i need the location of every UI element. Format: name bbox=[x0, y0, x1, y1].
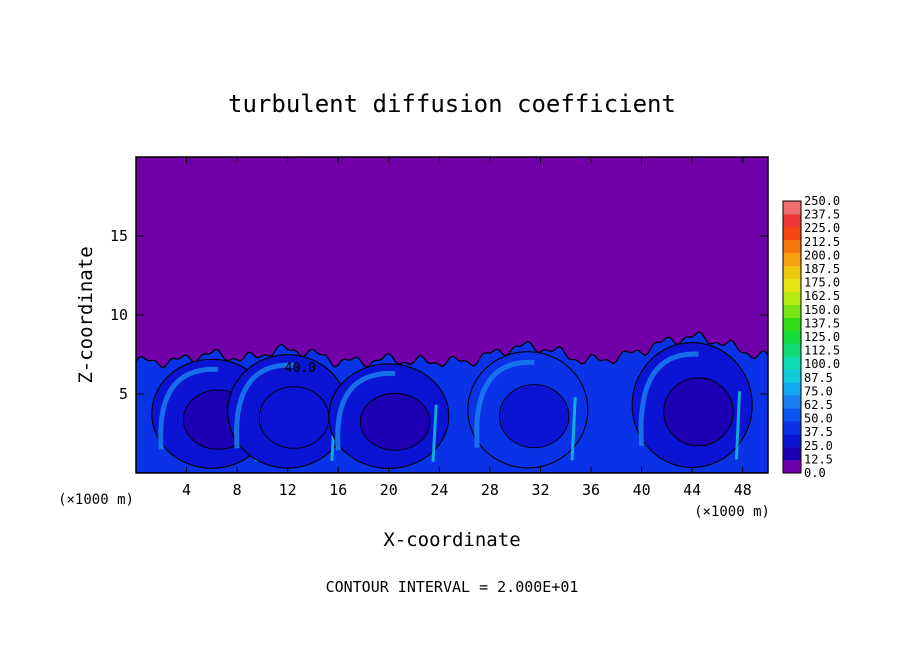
x-tick-label: 48 bbox=[734, 481, 752, 499]
colorbar-label: 187.5 bbox=[804, 262, 840, 276]
y-tick-label: 5 bbox=[119, 385, 128, 403]
x-tick-label: 12 bbox=[279, 481, 297, 499]
x-tick-label: 8 bbox=[233, 481, 242, 499]
eddy-swirl bbox=[158, 366, 219, 450]
colorbar-segment bbox=[783, 291, 801, 305]
colorbar-segment bbox=[783, 356, 801, 370]
eddy-swirl bbox=[638, 351, 699, 446]
eddy-inner bbox=[258, 386, 330, 449]
eddy-swirl bbox=[474, 359, 535, 448]
x-tick-label: 24 bbox=[430, 481, 448, 499]
y-axis-label: Z-coordinate bbox=[75, 246, 97, 383]
x-tick-label: 16 bbox=[329, 481, 347, 499]
colorbar-label: 112.5 bbox=[804, 344, 840, 358]
y-tick-label: 10 bbox=[110, 306, 128, 324]
colorbar-segment bbox=[783, 239, 801, 254]
colorbar-segment bbox=[783, 369, 801, 383]
colorbar-label: 237.5 bbox=[804, 208, 840, 222]
x-tick-label: 36 bbox=[582, 481, 600, 499]
colorbar-segment bbox=[783, 408, 801, 422]
colorbar-segment bbox=[783, 460, 801, 474]
x-tick-label: 40 bbox=[633, 481, 651, 499]
colorbar-label: 150.0 bbox=[804, 303, 840, 317]
x-axis-label: X-coordinate bbox=[383, 529, 520, 551]
colorbar-segment bbox=[783, 447, 801, 461]
colorbar-segment bbox=[783, 330, 801, 344]
colorbar-segment bbox=[783, 395, 801, 409]
colorbar-segment bbox=[783, 317, 801, 331]
colorbar: 0.012.525.037.550.062.575.087.5100.0112.… bbox=[782, 194, 840, 480]
colorbar-segment bbox=[783, 201, 801, 215]
colorbar-segment bbox=[783, 278, 801, 292]
x-unit-label-left: (×1000 m) bbox=[58, 492, 134, 508]
x-tick-label: 44 bbox=[683, 481, 701, 499]
colorbar-segment bbox=[783, 421, 801, 435]
eddy-cell-3 bbox=[328, 363, 450, 469]
colorbar-label: 125.0 bbox=[804, 330, 840, 344]
colorbar-label: 250.0 bbox=[804, 194, 840, 208]
colorbar-segment bbox=[783, 434, 801, 448]
colorbar-label: 175.0 bbox=[804, 276, 840, 290]
colorbar-label: 25.0 bbox=[804, 439, 833, 453]
x-unit-label-right: (×1000 m) bbox=[694, 504, 770, 520]
colorbar-segment bbox=[783, 252, 801, 267]
colorbar-label: 37.5 bbox=[804, 425, 833, 439]
x-axis-ticks: 4 8 12 16 20 24 28 32 36 40 44 48 bbox=[182, 157, 752, 499]
eddy-inner bbox=[359, 392, 431, 451]
eddy-swirl bbox=[234, 362, 295, 449]
colorbar-segment bbox=[783, 226, 801, 241]
colorbar-label: 12.5 bbox=[804, 452, 833, 466]
y-axis-ticks: 5 10 15 bbox=[110, 227, 768, 403]
plot-area: 40.0 bbox=[136, 157, 768, 473]
eddy-cell-2 bbox=[227, 354, 349, 469]
colorbar-label: 212.5 bbox=[804, 235, 840, 249]
y-tick-label: 15 bbox=[110, 227, 128, 245]
eddy-updraft bbox=[734, 391, 742, 460]
colorbar-label: 62.5 bbox=[804, 398, 833, 412]
colorbar-label: 225.0 bbox=[804, 221, 840, 235]
eddy-cell-5 bbox=[631, 342, 753, 469]
colorbar-segment bbox=[783, 382, 801, 396]
eddy-swirl bbox=[335, 370, 396, 451]
colorbar-frame bbox=[782, 200, 802, 474]
colorbar-segment bbox=[783, 213, 801, 228]
chart-title: turbulent diffusion coefficient bbox=[228, 90, 676, 118]
x-tick-label: 4 bbox=[182, 481, 191, 499]
colorbar-label: 50.0 bbox=[804, 412, 833, 426]
colorbar-segment bbox=[783, 265, 801, 280]
colorbar-label: 0.0 bbox=[804, 466, 826, 480]
colorbar-label: 137.5 bbox=[804, 316, 840, 330]
colorbar-label: 200.0 bbox=[804, 248, 840, 262]
eddy-inner bbox=[498, 384, 570, 449]
eddy-updraft bbox=[570, 397, 577, 461]
colorbar-label: 75.0 bbox=[804, 384, 833, 398]
eddy-updraft bbox=[431, 404, 438, 462]
colorbar-label: 162.5 bbox=[804, 289, 840, 303]
x-tick-label: 20 bbox=[380, 481, 398, 499]
colorbar-segment bbox=[783, 343, 801, 357]
x-tick-label: 28 bbox=[481, 481, 499, 499]
contour-interval-note: CONTOUR INTERVAL = 2.000E+01 bbox=[326, 578, 579, 596]
x-tick-label: 32 bbox=[531, 481, 549, 499]
eddy-inner bbox=[663, 377, 734, 447]
colorbar-label: 87.5 bbox=[804, 371, 833, 385]
colorbar-segment bbox=[783, 304, 801, 318]
contour-label: 40.0 bbox=[285, 361, 316, 376]
eddy-cell-4 bbox=[467, 351, 589, 469]
colorbar-label: 100.0 bbox=[804, 357, 840, 371]
